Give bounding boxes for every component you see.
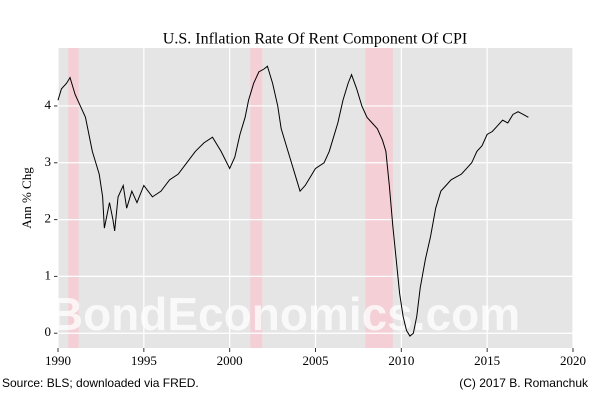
x-tick-label: 1990	[45, 353, 71, 368]
x-tick-label: 2005	[303, 353, 329, 368]
x-tick-label: 2010	[388, 353, 414, 368]
recession-band	[250, 48, 263, 348]
y-tick-label: 0	[45, 324, 52, 339]
x-tick-label: 2000	[217, 353, 243, 368]
y-tick-label: 1	[45, 267, 52, 282]
y-tick-label: 3	[45, 154, 52, 169]
y-tick-label: 2	[45, 211, 52, 226]
data-line	[57, 65, 529, 337]
source-note: Source: BLS; downloaded via FRED.	[2, 376, 199, 390]
watermark: BondEconomics.com	[50, 288, 520, 340]
x-tick-label: 1995	[131, 353, 157, 368]
x-tick-label: 2020	[560, 353, 586, 368]
credit-note: (C) 2017 B. Romanchuk	[459, 376, 589, 390]
x-tick-label: 2015	[474, 353, 500, 368]
y-tick-label: 4	[45, 97, 52, 112]
recession-band	[68, 48, 79, 348]
chart-title: U.S. Inflation Rate Of Rent Component Of…	[163, 31, 467, 48]
y-axis-label: Ann % Chg	[19, 167, 34, 229]
recession-band	[365, 48, 393, 348]
